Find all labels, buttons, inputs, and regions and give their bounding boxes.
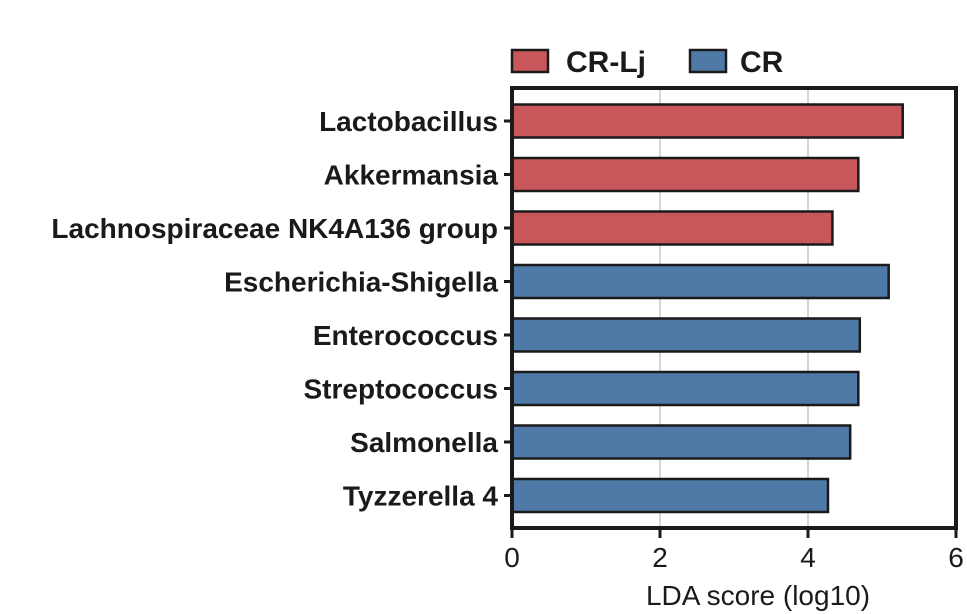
legend-label-1: CR bbox=[740, 46, 784, 79]
bar-6 bbox=[510, 424, 852, 460]
x-tick-label-1: 2 bbox=[652, 542, 668, 573]
x-tick-label-3: 6 bbox=[948, 542, 964, 573]
legend-swatch-1 bbox=[688, 48, 728, 74]
category-labels: Lactobacillus Akkermansia Lachnospiraceae … bbox=[51, 106, 512, 512]
category-label-2: Lachnospiraceae NK4A136 group bbox=[51, 213, 498, 244]
bar-2 bbox=[510, 210, 834, 246]
plot-frame bbox=[510, 86, 958, 530]
category-label-4: Enterococcus bbox=[313, 320, 498, 351]
x-axis-title: LDA score (log10) bbox=[646, 580, 870, 611]
x-tick-label-2: 4 bbox=[800, 542, 816, 573]
bar-0 bbox=[510, 103, 904, 139]
legend-label-0: CR-Lj bbox=[566, 46, 646, 79]
x-tick-label-0: 0 bbox=[504, 542, 520, 573]
bar-5 bbox=[510, 370, 860, 407]
legend: CR-Lj CR bbox=[510, 46, 784, 79]
grid-lines bbox=[659, 88, 809, 528]
bar-1 bbox=[510, 156, 860, 193]
legend-swatch-0 bbox=[510, 48, 550, 74]
category-label-1: Akkermansia bbox=[324, 160, 499, 191]
category-label-5: Streptococcus bbox=[304, 374, 499, 405]
bar-3 bbox=[510, 263, 890, 300]
category-label-7: Tyzzerella 4 bbox=[343, 481, 499, 512]
x-axis-ticks: 0 2 4 6 bbox=[504, 528, 964, 573]
bar-7 bbox=[510, 477, 830, 514]
bars-group bbox=[510, 103, 904, 514]
category-label-6: Salmonella bbox=[350, 427, 498, 458]
bar-4 bbox=[510, 317, 862, 353]
category-label-3: Escherichia-Shigella bbox=[224, 267, 498, 298]
category-label-0: Lactobacillus bbox=[319, 106, 498, 137]
